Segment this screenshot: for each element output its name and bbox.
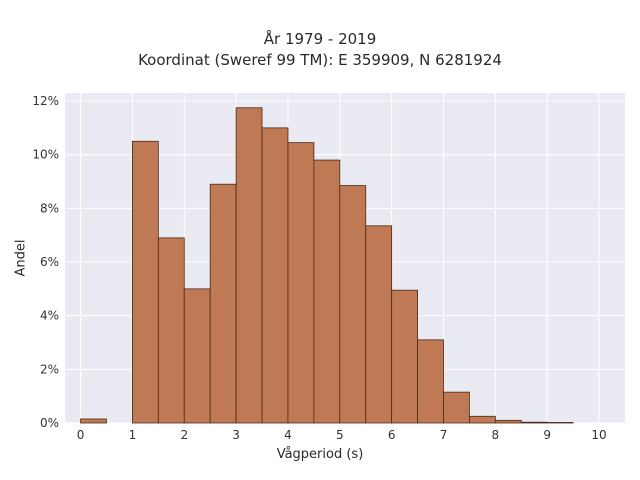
histogram-bar bbox=[546, 422, 574, 424]
histogram-bar bbox=[494, 419, 522, 424]
x-tick-label: 1 bbox=[129, 428, 137, 442]
x-tick-label: 0 bbox=[77, 428, 85, 442]
x-tick-label: 2 bbox=[180, 428, 188, 442]
histogram-bar bbox=[391, 289, 418, 424]
histogram-bar bbox=[235, 107, 263, 424]
y-tick-label: 12% bbox=[32, 94, 59, 108]
x-tick-label: 6 bbox=[388, 428, 396, 442]
x-tick-label: 5 bbox=[336, 428, 344, 442]
x-axis-label: Vågperiod (s) bbox=[276, 447, 364, 462]
y-tick-label: 2% bbox=[40, 362, 59, 376]
x-tick-label: 9 bbox=[543, 428, 551, 442]
histogram-bar bbox=[339, 185, 367, 424]
x-tick-label: 8 bbox=[492, 428, 500, 442]
y-tick-label: 8% bbox=[40, 201, 59, 215]
y-tick-label: 6% bbox=[40, 255, 59, 269]
x-tick-label: 3 bbox=[232, 428, 240, 442]
histogram-bar bbox=[261, 127, 289, 424]
y-axis-label: Andel bbox=[13, 239, 29, 277]
histogram-bar bbox=[417, 339, 444, 424]
histogram-bar bbox=[183, 288, 211, 424]
y-tick-label: 4% bbox=[40, 309, 59, 323]
histogram-bar bbox=[209, 183, 237, 424]
y-tick-label: 10% bbox=[32, 148, 59, 162]
histogram-bar bbox=[157, 237, 185, 424]
y-tick-label: 0% bbox=[40, 416, 59, 430]
histogram-bar bbox=[443, 391, 470, 424]
histogram-bar bbox=[313, 159, 341, 424]
chart-title-line-1: År 1979 - 2019 bbox=[263, 30, 377, 48]
chart-title-line-2: Koordinat (Sweref 99 TM): E 359909, N 62… bbox=[138, 51, 502, 69]
x-tick-label: 10 bbox=[591, 428, 606, 442]
histogram-bar bbox=[80, 418, 107, 424]
histogram-bar bbox=[365, 225, 393, 424]
histogram-bar bbox=[469, 415, 496, 424]
histogram-bar bbox=[287, 142, 315, 424]
histogram-bar bbox=[520, 421, 548, 424]
histogram-bar bbox=[132, 140, 159, 424]
x-tick-label: 4 bbox=[284, 428, 292, 442]
x-tick-label: 7 bbox=[440, 428, 448, 442]
